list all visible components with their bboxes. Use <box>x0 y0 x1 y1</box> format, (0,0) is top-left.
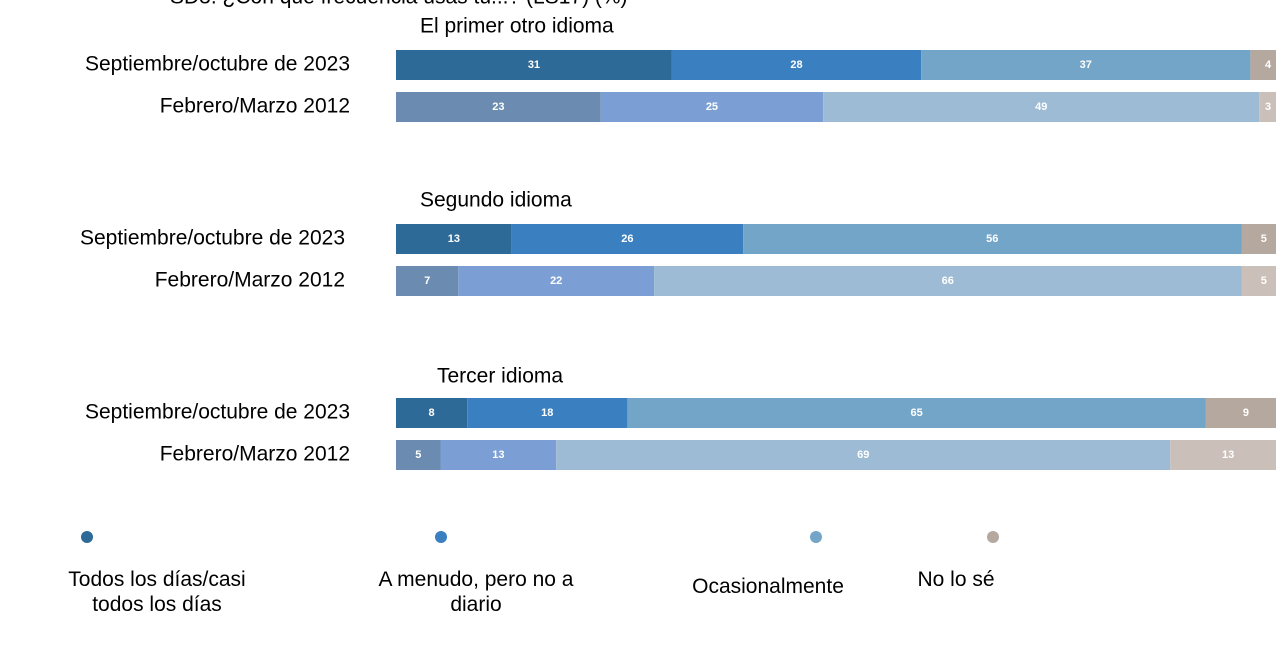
bar-segment <box>1205 398 1276 428</box>
bar-segment <box>921 50 1251 80</box>
bar-segment <box>1241 266 1276 296</box>
value-label: 49 <box>1035 101 1047 113</box>
legend-swatch <box>81 531 93 543</box>
bar-segment <box>556 440 1171 470</box>
bar-segment <box>1259 92 1276 122</box>
bar-segment <box>1241 224 1276 254</box>
value-label: 23 <box>492 101 504 113</box>
value-label: 13 <box>1222 449 1234 461</box>
bar-segment <box>823 92 1260 122</box>
legend-swatch <box>810 531 822 543</box>
category-label: Febrero/Marzo 2012 <box>155 269 345 292</box>
category-label: Septiembre/octubre de 2023 <box>80 227 345 250</box>
value-label: 9 <box>1243 407 1249 419</box>
page-title: SD3. ¿Con qué frecuencia usas tú...? (LS… <box>170 0 628 9</box>
panel-title: Tercer idioma <box>437 365 563 388</box>
bar-segment <box>743 224 1242 254</box>
value-label: 37 <box>1080 59 1092 71</box>
value-label: 22 <box>550 275 562 287</box>
value-label: 31 <box>528 59 540 71</box>
value-label: 5 <box>1261 275 1267 287</box>
value-label: 7 <box>424 275 430 287</box>
legend-label: Ocasionalmente <box>692 575 844 598</box>
category-label: Septiembre/octubre de 2023 <box>85 401 350 424</box>
legend-label: Todos los días/casi todos los días <box>68 568 246 616</box>
value-label: 13 <box>448 233 460 245</box>
value-label: 4 <box>1265 59 1272 71</box>
bar-segment <box>396 92 601 122</box>
value-label: 5 <box>415 449 421 461</box>
value-label: 5 <box>1261 233 1267 245</box>
bar-segment <box>396 266 459 296</box>
bar-segment <box>396 224 512 254</box>
bar-segment <box>458 266 655 296</box>
legend-swatch <box>435 531 447 543</box>
value-label: 66 <box>942 275 954 287</box>
category-label: Septiembre/octubre de 2023 <box>85 53 350 76</box>
category-label: Febrero/Marzo 2012 <box>160 95 350 118</box>
bar-segment <box>1170 440 1276 470</box>
category-label: Febrero/Marzo 2012 <box>160 443 350 466</box>
bar-segment <box>627 398 1206 428</box>
bar-segment <box>467 398 628 428</box>
legend-label: A menudo, pero no a diario <box>378 568 574 616</box>
bar-segment <box>396 440 441 470</box>
bar-segment <box>654 266 1242 296</box>
value-label: 18 <box>541 407 553 419</box>
value-label: 65 <box>911 407 923 419</box>
bar-segment <box>440 440 557 470</box>
value-label: 56 <box>986 233 998 245</box>
bar-segment <box>600 92 824 122</box>
panel-title: El primer otro idioma <box>420 15 614 38</box>
bar-segment <box>1250 50 1276 80</box>
value-label: 69 <box>857 449 869 461</box>
legend-label: No lo sé <box>917 568 995 591</box>
value-label: 3 <box>1265 101 1271 113</box>
value-label: 8 <box>429 407 435 419</box>
value-label: 28 <box>790 59 802 71</box>
bar-segment <box>396 398 468 428</box>
bar-segment <box>671 50 922 80</box>
bar-segment <box>396 50 672 80</box>
bar-segment <box>511 224 744 254</box>
value-label: 25 <box>706 101 718 113</box>
panel-title: Segundo idioma <box>420 189 572 212</box>
value-label: 26 <box>621 233 633 245</box>
legend-swatch <box>987 531 999 543</box>
value-label: 13 <box>492 449 504 461</box>
